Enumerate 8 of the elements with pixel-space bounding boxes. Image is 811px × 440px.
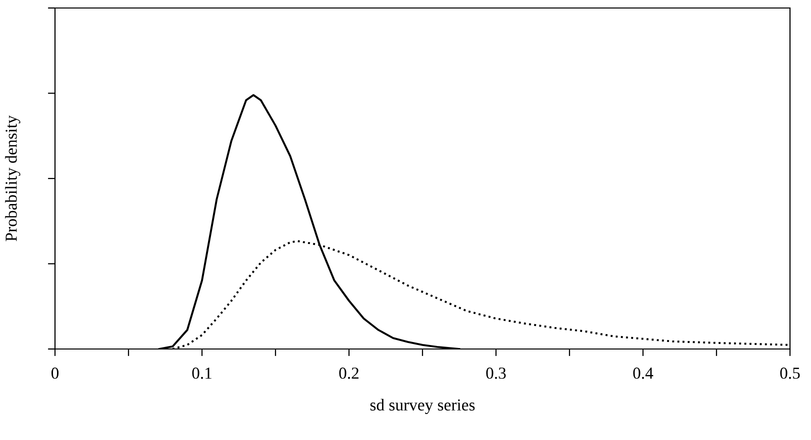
x-tick-label: 0.2 (339, 368, 358, 379)
x-axis-title: sd survey series (370, 398, 475, 414)
x-tick-label: 0.3 (486, 368, 506, 379)
y-axis-title: Probability density (5, 115, 20, 242)
x-tick-label: 0.1 (192, 368, 212, 379)
x-tick-label: 0.5 (780, 368, 800, 379)
x-tick-label: 0 (51, 368, 59, 379)
x-tick-label: 0.4 (633, 368, 654, 379)
